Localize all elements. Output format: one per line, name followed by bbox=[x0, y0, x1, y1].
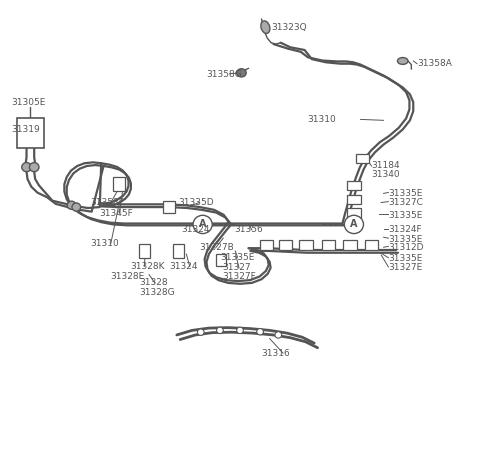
Ellipse shape bbox=[261, 21, 270, 33]
Text: 31310: 31310 bbox=[307, 115, 336, 124]
Text: 31312D: 31312D bbox=[388, 243, 424, 252]
Circle shape bbox=[344, 215, 363, 234]
Text: 31319: 31319 bbox=[11, 125, 40, 134]
Circle shape bbox=[22, 163, 31, 172]
Bar bbox=[347, 195, 360, 204]
Text: 31335D: 31335D bbox=[179, 198, 215, 207]
Bar bbox=[113, 177, 125, 191]
Text: 31335E: 31335E bbox=[388, 234, 423, 244]
Text: 31327E: 31327E bbox=[388, 263, 422, 273]
Bar bbox=[300, 240, 313, 250]
Text: 31310: 31310 bbox=[91, 239, 120, 248]
Text: 31328E: 31328E bbox=[110, 273, 144, 282]
Text: 31327C: 31327C bbox=[388, 198, 423, 207]
Circle shape bbox=[193, 215, 212, 234]
Text: 31335E: 31335E bbox=[388, 189, 423, 198]
Text: 31335E: 31335E bbox=[388, 254, 423, 263]
Text: 31328: 31328 bbox=[140, 278, 168, 287]
Text: 31358F: 31358F bbox=[91, 198, 124, 207]
Text: 31358A: 31358A bbox=[417, 59, 452, 68]
Text: 31305E: 31305E bbox=[11, 98, 46, 107]
Bar bbox=[343, 240, 357, 250]
Text: 31324: 31324 bbox=[181, 225, 210, 234]
Circle shape bbox=[29, 163, 39, 172]
Text: A: A bbox=[350, 219, 358, 229]
Text: 31324: 31324 bbox=[169, 262, 198, 271]
Text: A: A bbox=[199, 219, 206, 229]
Bar bbox=[356, 154, 369, 163]
Bar bbox=[260, 240, 273, 250]
Circle shape bbox=[197, 329, 204, 335]
Circle shape bbox=[275, 332, 282, 338]
Text: 31324F: 31324F bbox=[388, 225, 422, 234]
Text: 31327F: 31327F bbox=[222, 273, 256, 282]
Text: 31323Q: 31323Q bbox=[271, 23, 307, 32]
Bar bbox=[17, 118, 44, 148]
Text: 31340: 31340 bbox=[372, 170, 400, 179]
Circle shape bbox=[257, 328, 264, 335]
Bar bbox=[163, 201, 175, 213]
Bar bbox=[347, 208, 360, 218]
Text: 31328K: 31328K bbox=[130, 262, 165, 271]
Circle shape bbox=[72, 203, 81, 211]
Text: 31358G: 31358G bbox=[206, 70, 242, 79]
Circle shape bbox=[216, 327, 223, 333]
Text: 31335E: 31335E bbox=[220, 253, 254, 262]
Text: 31328G: 31328G bbox=[140, 288, 175, 296]
Bar bbox=[279, 240, 292, 250]
Text: 31356: 31356 bbox=[234, 225, 263, 234]
Circle shape bbox=[237, 327, 243, 333]
Bar bbox=[216, 254, 226, 267]
Text: 31327: 31327 bbox=[222, 263, 251, 273]
Bar bbox=[365, 240, 378, 250]
Bar bbox=[322, 240, 335, 250]
Bar bbox=[173, 244, 184, 258]
Ellipse shape bbox=[397, 58, 408, 65]
Text: 31345F: 31345F bbox=[99, 208, 132, 218]
Text: 31316: 31316 bbox=[262, 349, 290, 358]
Text: 31184: 31184 bbox=[372, 162, 400, 170]
Bar bbox=[347, 181, 360, 190]
Text: 31335E: 31335E bbox=[388, 211, 423, 220]
Ellipse shape bbox=[237, 69, 246, 77]
Text: 31327B: 31327B bbox=[199, 243, 234, 252]
Bar bbox=[139, 244, 150, 258]
Circle shape bbox=[67, 201, 76, 209]
